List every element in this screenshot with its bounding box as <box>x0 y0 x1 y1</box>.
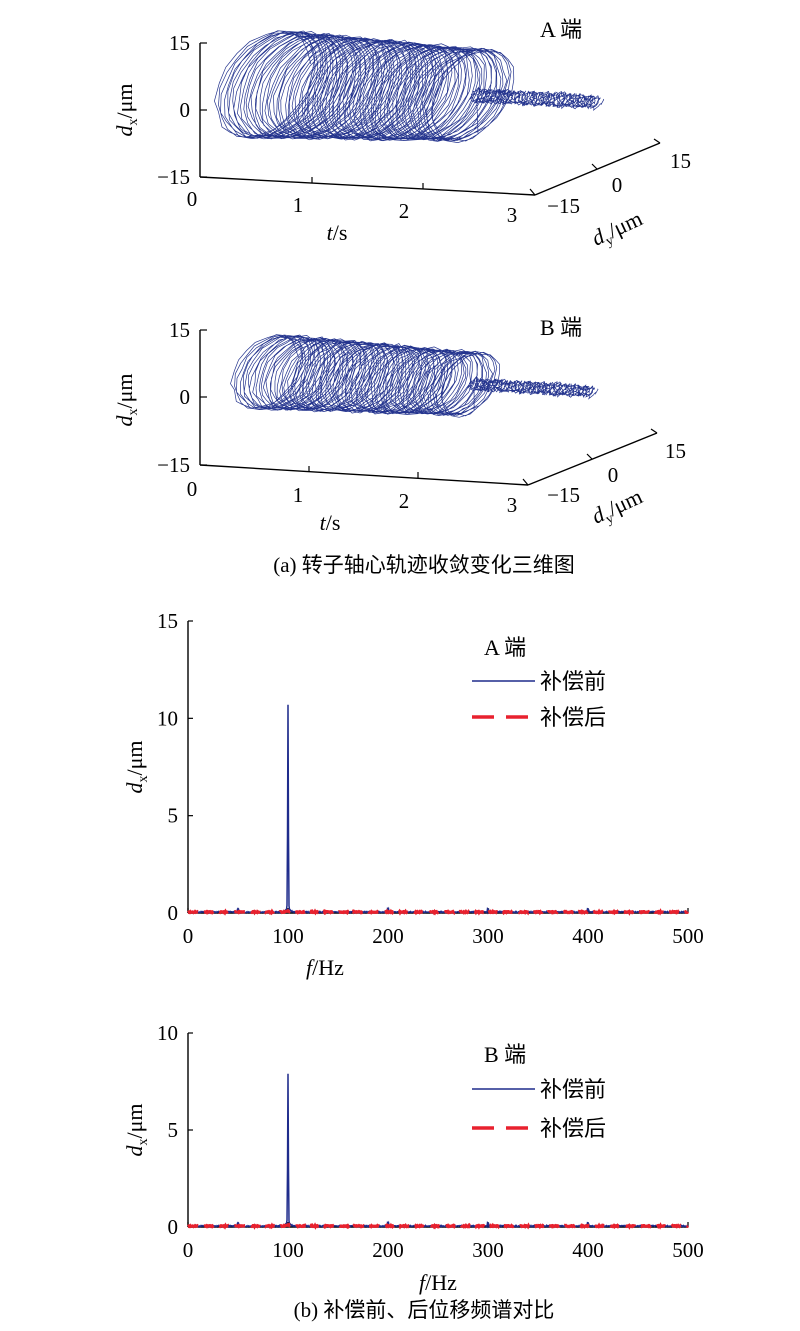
specA-xtick-label-0: 0 <box>183 924 194 948</box>
t-ticklabel-a-3: 3 <box>507 203 518 227</box>
spec-b-legend: B 端 补偿前 补偿后 <box>472 1042 606 1141</box>
panel-label-b-3d: B 端 <box>540 315 582 340</box>
dx-ticklabel-a-2: −15 <box>157 165 190 189</box>
dx-ticklabel-b-2: −15 <box>157 453 190 477</box>
spec-b-x-label: f/Hz <box>419 1270 457 1295</box>
orbit-a-trace <box>214 30 605 143</box>
dy-ticklabel-a-0: −15 <box>547 194 580 218</box>
orbit-3d-b: 15 0 −15 0 1 2 3 −15 0 15 t/s dx/μm dy/μ… <box>112 315 686 535</box>
dx-ticklabel-b-0: 15 <box>169 318 190 342</box>
dx-ticklabel-a-0: 15 <box>169 31 190 55</box>
dy-tick-b-0 <box>586 453 593 460</box>
specA-ytick-label-0: 0 <box>168 901 179 925</box>
t-axis-a <box>199 176 536 196</box>
dy-ticklabel-b-1: 0 <box>608 463 619 487</box>
t-ticklabel-b-0: 0 <box>187 477 198 501</box>
dx-ticklabel-b-1: 0 <box>180 385 191 409</box>
specA-xtick-label-4: 400 <box>572 924 604 948</box>
dx-axis-label-b: dx/μm <box>112 373 141 426</box>
spec-b-panel-label: B 端 <box>484 1042 526 1067</box>
dy-ticklabel-b-2: 15 <box>665 439 686 463</box>
specA-series-before <box>187 704 689 915</box>
spec-b-y-label: dx/μm <box>122 1103 151 1156</box>
dy-ticklabel-a-2: 15 <box>670 149 691 173</box>
spec-a-legend-after-label: 补偿后 <box>540 705 606 730</box>
specB-xtick-label-4: 400 <box>572 1238 604 1262</box>
dy-tick-a-0 <box>591 163 598 170</box>
caption-b: (b) 补偿前、后位移频谱对比 <box>294 1298 555 1322</box>
t-ticklabel-a-0: 0 <box>187 187 198 211</box>
spec-a-x-label: f/Hz <box>306 955 344 980</box>
spec-b-legend-after-label: 补偿后 <box>540 1116 606 1141</box>
specB-series-after <box>187 1222 690 1230</box>
dy-ticklabel-a-1: 0 <box>612 173 623 197</box>
spec-a-legend: A 端 补偿前 补偿后 <box>472 635 606 730</box>
t-ticklabel-a-2: 2 <box>399 199 410 223</box>
dx-axis-label-a: dx/μm <box>112 83 141 136</box>
spec-a-y-label: dx/μm <box>122 740 151 793</box>
spectrum-b: 0 100 200 300 400 500 0 5 10 f/Hz dx/μm B 端 补偿前 … <box>122 1021 704 1295</box>
specB-series-before <box>187 1073 689 1229</box>
orbit-b-line <box>230 334 599 418</box>
orbit-b-trace <box>230 334 599 418</box>
dy-ticklabel-b-0: −15 <box>547 483 580 507</box>
specA-series-after <box>187 908 690 916</box>
dx-ticklabel-a-1: 0 <box>180 98 191 122</box>
specB-xtick-label-0: 0 <box>183 1238 194 1262</box>
specB-xtick-label-2: 200 <box>372 1238 404 1262</box>
caption-a: (a) 转子轴心轨迹收敛变化三维图 <box>273 553 575 577</box>
t-tick-b-3 <box>522 478 529 486</box>
spec-a-panel-label: A 端 <box>484 635 526 660</box>
t-ticklabel-b-2: 2 <box>399 489 410 513</box>
spec-a-ticks: 0 100 200 300 400 500 0 5 10 15 <box>157 609 704 948</box>
specA-xtick-label-5: 500 <box>672 924 704 948</box>
orbit-a-line <box>214 30 605 143</box>
spec-b-ticks: 0 100 200 300 400 500 0 5 10 <box>157 1021 704 1262</box>
spec-b-legend-before-label: 补偿前 <box>540 1077 606 1102</box>
dy-tick-a-15 <box>653 138 661 144</box>
t-ticklabel-b-3: 3 <box>507 493 518 517</box>
t-ticklabel-a-1: 1 <box>293 193 304 217</box>
t-axis-label-b: t/s <box>320 510 341 535</box>
specA-xtick-label-1: 100 <box>272 924 304 948</box>
specA-xtick-label-3: 300 <box>472 924 504 948</box>
specA-ytick-label-2: 10 <box>157 706 178 730</box>
spectrum-a: 0 100 200 300 400 500 0 5 10 15 f/Hz dx/μm A 端 补偿… <box>122 609 704 980</box>
t-axis-b <box>199 464 529 486</box>
orbit-3d-a: 15 0 −15 0 1 2 3 −15 0 15 t/s dx/μm dy/μ… <box>112 17 691 254</box>
dy-axis-label-b: dy/μm <box>588 483 648 532</box>
specA-xtick-label-2: 200 <box>372 924 404 948</box>
spec-a-legend-before-label: 补偿前 <box>540 669 606 694</box>
spec-a-series <box>187 704 690 916</box>
spec-b-series <box>187 1073 690 1230</box>
t-axis-label-a: t/s <box>327 220 348 245</box>
specB-xtick-label-3: 300 <box>472 1238 504 1262</box>
dy-tick-b-15 <box>650 428 658 434</box>
dy-axis-b <box>527 432 658 486</box>
panel-label-a-3d: A 端 <box>540 17 582 42</box>
specB-xtick-label-1: 100 <box>272 1238 304 1262</box>
specB-xtick-label-5: 500 <box>672 1238 704 1262</box>
dy-axis-a <box>534 142 661 196</box>
specA-ytick-label-3: 15 <box>157 609 178 633</box>
specB-ytick-label-2: 10 <box>157 1021 178 1045</box>
specB-ytick-label-1: 5 <box>168 1118 179 1142</box>
t-tick-a-3 <box>529 188 536 196</box>
specA-ytick-label-1: 5 <box>168 804 179 828</box>
t-ticklabel-b-1: 1 <box>293 483 304 507</box>
specB-ytick-label-0: 0 <box>168 1215 179 1239</box>
dy-axis-label-a: dy/μm <box>588 205 648 254</box>
